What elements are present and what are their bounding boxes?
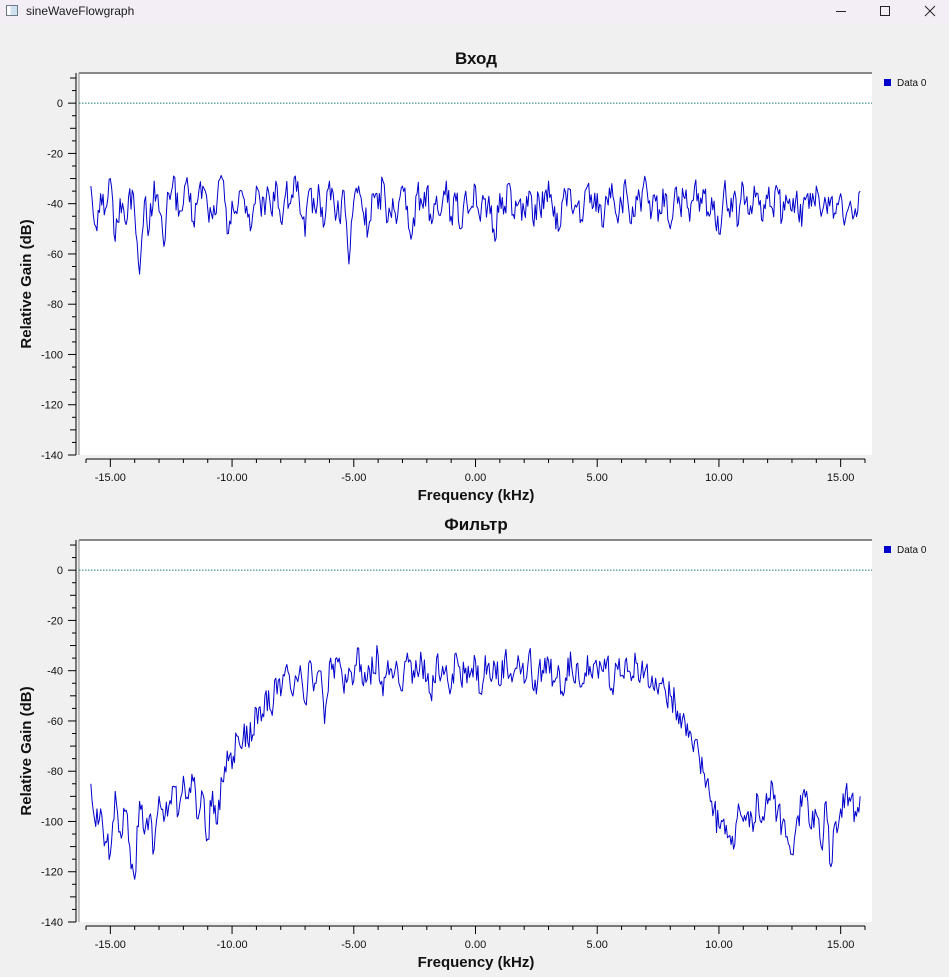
x-tick-label: 0.00 bbox=[465, 472, 486, 484]
y-tick-label: 0 bbox=[57, 565, 63, 577]
x-tick-label: -5.00 bbox=[341, 939, 366, 951]
legend-swatch[interactable] bbox=[884, 79, 891, 86]
y-tick-label: -20 bbox=[47, 148, 63, 160]
x-tick-label: -10.00 bbox=[216, 939, 247, 951]
plot-title-input: Вход bbox=[455, 49, 497, 68]
plot-title-filter: Фильтр bbox=[444, 515, 507, 534]
x-axis-label: Frequency (kHz) bbox=[418, 487, 535, 504]
minimize-button[interactable] bbox=[818, 0, 864, 22]
chart-filter-svg: Фильтр 0 -20 -40 -60 -80 -100 -120 -140 -15.00 -10… bbox=[18, 515, 927, 971]
x-tick-label: 5.00 bbox=[587, 472, 608, 484]
y-tick-label: -140 bbox=[41, 917, 63, 929]
close-icon bbox=[924, 5, 936, 17]
chart-input-svg: Вход 0 -20 -40 -60 -80 -100 -120 -140 -15.00 -10.0… bbox=[18, 49, 927, 504]
y-tick-label: -20 bbox=[47, 615, 63, 627]
x-tick-label: 0.00 bbox=[465, 939, 486, 951]
window-title: sineWaveFlowgraph bbox=[26, 4, 135, 18]
y-tick-label: -140 bbox=[41, 450, 63, 462]
close-button[interactable] bbox=[907, 0, 949, 22]
x-tick-label: -15.00 bbox=[95, 472, 126, 484]
y-tick-label: -120 bbox=[41, 867, 63, 879]
x-tick-label: 10.00 bbox=[705, 472, 733, 484]
y-tick-label: -80 bbox=[47, 299, 63, 311]
y-tick-label: -40 bbox=[47, 666, 63, 678]
y-tick-label: -40 bbox=[47, 199, 63, 211]
y-tick-label: -120 bbox=[41, 400, 63, 412]
maximize-icon bbox=[880, 6, 890, 16]
x-tick-label: -5.00 bbox=[341, 472, 366, 484]
x-tick-label: 15.00 bbox=[827, 472, 855, 484]
y-axis-label: Relative Gain (dB) bbox=[18, 686, 35, 815]
y-axis-label: Relative Gain (dB) bbox=[18, 219, 35, 348]
maximize-button[interactable] bbox=[862, 0, 908, 22]
plot-canvas-filter bbox=[79, 540, 872, 922]
plot-canvas-input bbox=[79, 73, 872, 455]
series-line-input bbox=[90, 174, 861, 275]
y-tick-label: -100 bbox=[41, 349, 63, 361]
y-tick-label: -80 bbox=[47, 766, 63, 778]
x-tick-label: 5.00 bbox=[587, 939, 608, 951]
legend-label[interactable]: Data 0 bbox=[897, 78, 927, 89]
x-tick-label: -10.00 bbox=[216, 472, 247, 484]
series-line-filter bbox=[90, 645, 861, 880]
legend-label[interactable]: Data 0 bbox=[897, 545, 927, 556]
x-tick-label: 10.00 bbox=[705, 939, 733, 951]
window-titlebar: sineWaveFlowgraph bbox=[0, 0, 949, 24]
app-window-icon bbox=[6, 5, 18, 16]
x-tick-label: 15.00 bbox=[827, 939, 855, 951]
y-tick-label: -100 bbox=[41, 816, 63, 828]
y-tick-label: -60 bbox=[47, 249, 63, 261]
legend-swatch[interactable] bbox=[884, 546, 891, 553]
y-tick-label: -60 bbox=[47, 716, 63, 728]
x-axis-label: Frequency (kHz) bbox=[418, 954, 535, 971]
plot-filter: Фильтр 0 -20 -40 -60 -80 -100 -120 -140 -15.00 -10… bbox=[0, 506, 949, 977]
x-tick-label: -15.00 bbox=[95, 939, 126, 951]
plot-input: Вход 0 -20 -40 -60 -80 -100 -120 -140 -15.00 -10.0… bbox=[0, 40, 949, 510]
y-tick-label: 0 bbox=[57, 98, 63, 110]
minimize-icon bbox=[836, 11, 846, 12]
